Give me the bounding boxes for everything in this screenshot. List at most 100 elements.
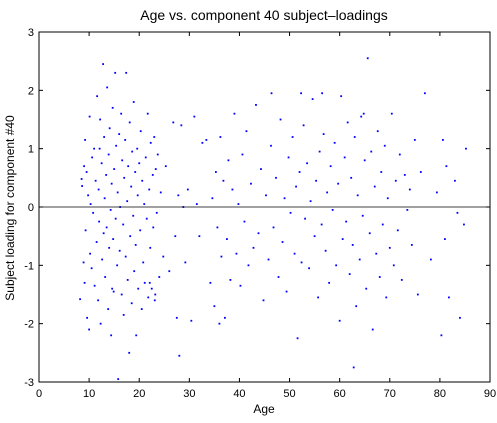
data-point — [101, 258, 104, 261]
data-point — [91, 156, 94, 159]
data-point — [139, 130, 142, 133]
data-point — [177, 194, 180, 197]
data-point — [130, 302, 133, 305]
data-point — [103, 136, 106, 138]
data-point — [363, 159, 366, 162]
data-point — [145, 217, 148, 220]
data-point — [351, 244, 354, 246]
data-point — [95, 241, 98, 243]
data-point — [291, 136, 294, 138]
data-point — [465, 147, 467, 150]
data-point — [98, 220, 101, 223]
data-point — [231, 188, 234, 191]
data-point — [110, 182, 113, 185]
data-point — [400, 279, 403, 281]
data-point — [346, 121, 349, 124]
x-tick-label: 30 — [183, 388, 195, 400]
data-point — [448, 296, 450, 299]
data-point — [341, 238, 344, 240]
data-point — [321, 92, 324, 95]
data-point — [108, 246, 111, 249]
data-point — [355, 305, 358, 308]
x-tick-label: 50 — [283, 388, 295, 400]
data-point — [164, 165, 167, 168]
data-point — [456, 211, 459, 214]
data-point — [155, 211, 158, 214]
data-point — [143, 281, 146, 284]
data-point — [97, 299, 100, 302]
data-point — [245, 130, 248, 133]
x-tick-label: 80 — [434, 388, 446, 400]
data-point — [322, 133, 325, 135]
data-point — [419, 171, 422, 173]
data-point — [130, 185, 133, 188]
data-point — [89, 252, 92, 255]
data-point — [132, 101, 135, 103]
data-point — [338, 319, 341, 322]
data-point — [129, 235, 132, 238]
data-point — [440, 334, 443, 337]
data-point — [98, 147, 101, 150]
data-point — [214, 171, 217, 173]
data-point — [220, 255, 223, 258]
data-point — [134, 244, 137, 246]
data-point — [144, 156, 147, 159]
data-point — [311, 98, 314, 100]
data-point — [96, 95, 99, 98]
data-point — [138, 162, 141, 165]
chart-title: Age vs. component 40 subject–loadings — [140, 7, 388, 23]
points-layer — [79, 57, 467, 380]
data-point — [279, 118, 282, 121]
data-point — [352, 366, 355, 369]
data-point — [296, 337, 299, 340]
data-point — [136, 147, 139, 150]
data-point — [239, 284, 242, 287]
x-tick-label: 10 — [83, 388, 95, 400]
data-point — [148, 281, 151, 284]
data-point — [356, 194, 359, 197]
data-point — [126, 200, 129, 203]
x-tick-label: 70 — [384, 388, 396, 400]
data-point — [335, 264, 338, 267]
y-tick-label: 0 — [28, 202, 34, 214]
y-tick-label: -2 — [24, 319, 34, 331]
data-point — [386, 197, 389, 200]
y-axis-label: Subject loading for component #40 — [3, 115, 17, 301]
data-point — [262, 299, 265, 302]
data-point — [406, 209, 409, 211]
data-point — [134, 171, 137, 173]
data-point — [333, 141, 336, 144]
y-tick-label: -1 — [24, 260, 34, 272]
data-point — [88, 115, 91, 118]
data-point — [83, 165, 85, 168]
x-tick-label: 20 — [133, 388, 145, 400]
data-point — [111, 287, 114, 290]
data-point — [275, 176, 277, 179]
data-point — [124, 255, 127, 258]
data-point — [380, 171, 383, 173]
data-point — [105, 174, 108, 176]
data-point — [156, 153, 159, 156]
data-point — [211, 197, 214, 200]
data-point — [142, 261, 145, 264]
data-point — [326, 191, 329, 194]
data-point — [117, 378, 120, 380]
data-point — [114, 71, 117, 74]
data-point — [103, 197, 106, 200]
data-point — [99, 118, 102, 121]
data-point — [345, 220, 348, 223]
data-point — [222, 179, 225, 182]
data-point — [122, 223, 125, 226]
data-point — [365, 287, 368, 290]
data-point — [381, 223, 384, 226]
data-point — [370, 150, 373, 153]
data-point — [133, 270, 136, 273]
data-point — [270, 144, 272, 147]
data-point — [154, 168, 157, 170]
x-tick-label: 0 — [36, 388, 42, 400]
data-point — [120, 293, 123, 296]
data-point — [252, 246, 255, 249]
data-point — [122, 314, 125, 316]
data-point — [152, 226, 155, 229]
